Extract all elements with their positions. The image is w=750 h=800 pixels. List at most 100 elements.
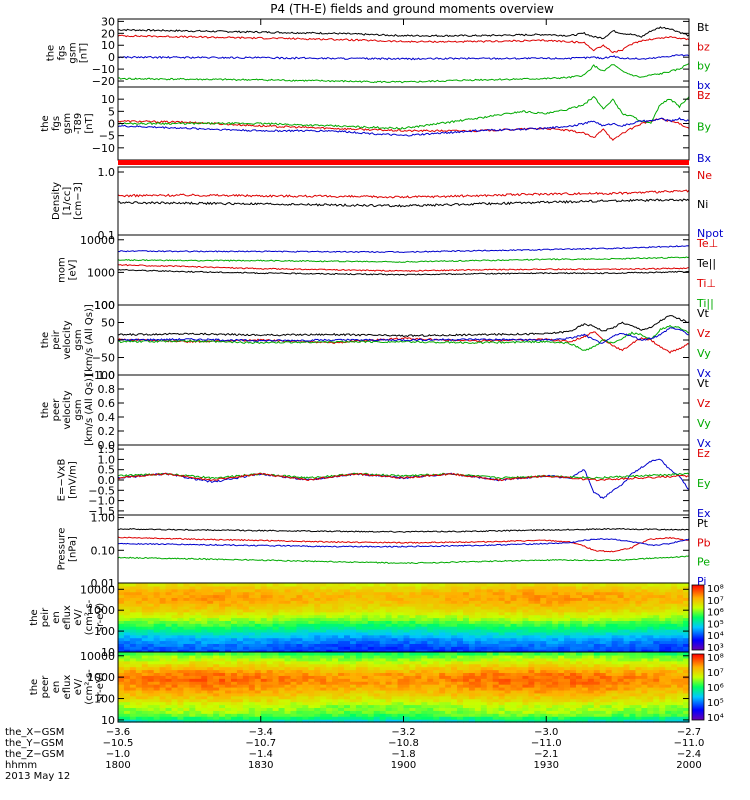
heatmap-cell (605, 603, 613, 607)
heatmap-cell (296, 719, 303, 723)
heatmap-cell (677, 629, 684, 633)
heatmap-cell (344, 657, 351, 662)
heatmap-cell (671, 719, 678, 723)
heatmap-cell (504, 672, 512, 676)
heatmap-cell (147, 654, 155, 659)
heatmap-cell (231, 684, 238, 688)
heatmap-cell (189, 585, 196, 590)
heatmap-cell (391, 631, 399, 636)
heatmap-cell (201, 701, 208, 706)
heatmap-cell (159, 713, 167, 717)
heatmap-cell (516, 684, 524, 688)
heatmap-cell (355, 666, 363, 671)
heatmap-cell (338, 710, 345, 714)
heatmap-cell (433, 675, 440, 679)
heatmap-cell (367, 707, 375, 711)
heatmap-cell (564, 608, 571, 613)
heatmap-cell (320, 600, 327, 604)
heatmap-cell (225, 669, 232, 674)
heatmap-cell (433, 684, 440, 688)
heatmap-cell (665, 716, 672, 720)
heatmap-cell (641, 620, 648, 624)
heatmap-cell (635, 657, 643, 662)
heatmap-cell (272, 623, 280, 627)
y-tick-label: 1000 (87, 266, 115, 279)
heatmap-cell (558, 713, 565, 717)
heatmap-cell (242, 626, 250, 630)
heatmap-cell (528, 631, 535, 636)
heatmap-cell (272, 614, 280, 619)
heatmap-cell (403, 588, 411, 593)
heatmap-cell (296, 591, 303, 596)
heatmap-cell (552, 597, 559, 601)
heatmap-cell (641, 672, 648, 676)
heatmap-cell (302, 583, 309, 587)
heatmap-cell (558, 643, 565, 647)
heatmap-cell (361, 704, 369, 709)
heatmap-cell (278, 675, 286, 679)
heatmap-cell (159, 583, 167, 587)
heatmap-cell (653, 716, 660, 720)
heatmap-cell (677, 643, 684, 647)
heatmap-cell (492, 631, 500, 636)
heatmap-cell (231, 707, 238, 711)
heatmap-cell (326, 695, 333, 700)
heatmap-cell (451, 640, 458, 644)
heatmap-cell (201, 698, 208, 703)
heatmap-cell (575, 594, 583, 598)
heatmap-cell (385, 649, 393, 653)
heatmap-cell (183, 626, 190, 630)
heatmap-cell (373, 611, 381, 616)
heatmap-cell (534, 603, 541, 607)
heatmap-cell (427, 663, 434, 668)
heatmap-cell (504, 640, 512, 644)
y-axis-label: [nPa] (68, 536, 79, 562)
heatmap-cell (278, 698, 286, 703)
heatmap-cell (373, 654, 381, 659)
heatmap-cell (552, 620, 559, 624)
heatmap-cell (332, 640, 339, 644)
heatmap-cell (195, 643, 202, 647)
heatmap-cell (219, 678, 226, 682)
heatmap-cell (159, 643, 167, 647)
heatmap-cell (207, 672, 214, 676)
heatmap-cell (665, 663, 672, 668)
heatmap-cell (671, 692, 678, 697)
heatmap-cell (605, 684, 613, 688)
heatmap-cell (225, 663, 232, 668)
heatmap-cell (355, 594, 363, 598)
heatmap-cell (605, 591, 613, 596)
heatmap-cell (677, 666, 684, 671)
heatmap-cell (433, 704, 440, 709)
heatmap-cell (647, 675, 654, 679)
y-axis-label: sr-eV) (95, 672, 106, 701)
heatmap-cell (403, 583, 411, 587)
heatmap-cell (379, 684, 387, 688)
heatmap-cell (659, 614, 666, 619)
heatmap-cell (629, 588, 637, 593)
heatmap-cell (421, 614, 428, 619)
heatmap-cell (498, 669, 506, 674)
heatmap-cell (492, 684, 500, 688)
heatmap-cell (165, 684, 173, 688)
heatmap-cell (427, 620, 434, 624)
heatmap-cell (397, 684, 405, 688)
heatmap-cell (635, 608, 643, 613)
heatmap-cell (290, 666, 298, 671)
heatmap-cell (623, 640, 631, 644)
heatmap-cell (379, 649, 387, 653)
heatmap-cell (647, 716, 654, 720)
heatmap-cell (492, 666, 500, 671)
heatmap-cell (564, 672, 571, 676)
heatmap-cell (159, 600, 167, 604)
heatmap-cell (623, 652, 631, 656)
heatmap-cell (302, 588, 309, 593)
heatmap-cell (332, 594, 339, 598)
heatmap-cell (599, 594, 607, 598)
heatmap-cell (207, 614, 214, 619)
heatmap-cell (671, 652, 678, 656)
heatmap-cell (296, 675, 303, 679)
heatmap-cell (219, 695, 226, 700)
heatmap-cell (468, 713, 476, 717)
